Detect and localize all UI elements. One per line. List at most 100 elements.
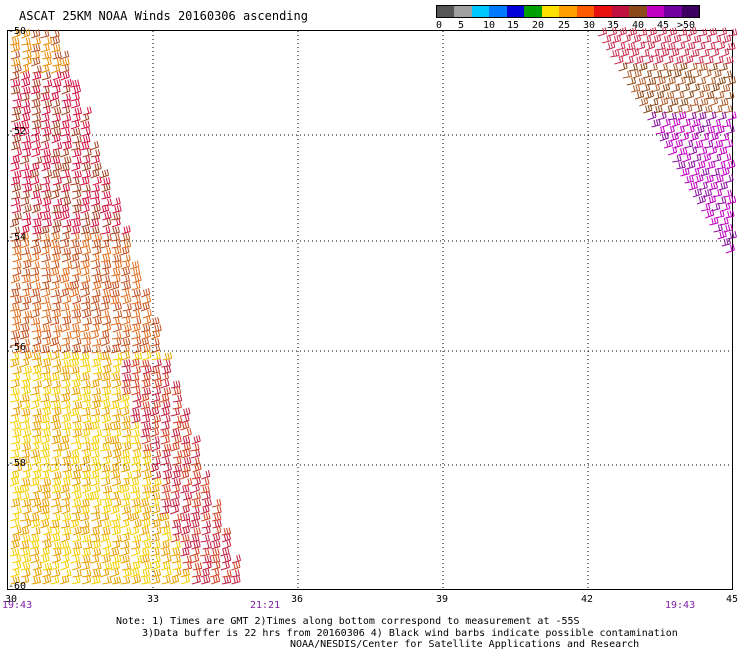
right-swath-barb xyxy=(648,63,658,72)
left-swath-barb xyxy=(40,176,51,186)
left-swath-barb xyxy=(110,519,121,529)
left-swath-barb xyxy=(50,267,60,277)
left-swath-barb xyxy=(20,288,30,298)
legend-label-0: 0 xyxy=(436,20,443,31)
left-swath-barb xyxy=(162,352,173,361)
left-swath-barb xyxy=(12,309,22,319)
left-swath-barb xyxy=(102,211,112,221)
left-swath-barb xyxy=(81,162,92,172)
left-swath-barb xyxy=(140,401,150,410)
left-swath-barb xyxy=(90,477,100,487)
lat-label-56: -56 xyxy=(8,342,27,353)
left-swath-barb xyxy=(81,274,91,284)
left-swath-barb xyxy=(11,182,22,193)
left-swath-barb xyxy=(142,505,152,515)
left-swath-barb xyxy=(72,267,82,277)
lon-label-36: 36 xyxy=(291,594,304,605)
left-swath-barb xyxy=(50,29,60,39)
left-swath-barb xyxy=(81,331,91,340)
left-swath-barb xyxy=(101,345,111,354)
left-swath-barb xyxy=(190,534,200,543)
left-swath-barb xyxy=(10,71,20,81)
pass-time-left: 19:43 xyxy=(2,600,33,611)
left-swath-barb xyxy=(132,469,142,480)
left-swath-barb xyxy=(181,407,191,417)
left-swath-barb xyxy=(222,554,232,564)
left-swath-barb xyxy=(92,232,103,242)
left-swath-barb xyxy=(22,141,32,151)
legend-swatch-12 xyxy=(646,6,665,17)
right-swath-barb xyxy=(714,55,724,65)
left-swath-barb xyxy=(91,569,101,578)
left-swath-barb xyxy=(32,505,42,515)
left-swath-barb xyxy=(110,344,121,354)
right-swath-barb xyxy=(707,27,718,37)
left-swath-barb xyxy=(121,505,132,515)
left-swath-barb xyxy=(20,224,30,235)
left-swath-barb xyxy=(59,575,70,585)
left-swath-barb xyxy=(42,169,53,179)
left-swath-barb xyxy=(80,259,90,270)
left-swath-barb xyxy=(80,112,90,123)
left-swath-barb xyxy=(70,435,80,445)
left-swath-barb xyxy=(120,546,130,557)
left-swath-barb xyxy=(140,569,151,578)
left-swath-barb xyxy=(180,484,190,494)
left-swath-barb xyxy=(212,519,222,529)
left-swath-barb xyxy=(32,65,42,74)
left-swath-barb xyxy=(89,492,100,501)
left-swath-barb xyxy=(110,567,120,578)
left-swath-barb xyxy=(130,525,140,536)
left-swath-barb xyxy=(22,463,33,473)
left-swath-barb xyxy=(61,196,71,207)
left-swath-barb xyxy=(62,316,72,326)
left-swath-barb xyxy=(9,414,20,424)
left-swath-barb xyxy=(201,470,211,480)
right-swath-barb xyxy=(606,41,616,51)
left-swath-barb xyxy=(130,380,140,389)
left-swath-barb xyxy=(12,253,22,263)
left-swath-barb xyxy=(130,547,141,557)
left-swath-barb xyxy=(40,92,50,102)
left-swath-barb xyxy=(160,428,170,438)
left-swath-barb xyxy=(72,525,82,536)
right-swath-barb xyxy=(714,174,724,184)
left-swath-barb xyxy=(82,541,93,550)
left-swath-barb xyxy=(80,287,90,298)
left-swath-barb xyxy=(201,491,211,501)
left-swath-barb xyxy=(151,386,162,396)
left-swath-barb xyxy=(31,113,42,123)
right-swath-barb xyxy=(610,49,620,58)
left-swath-barb xyxy=(32,561,42,571)
left-swath-barb xyxy=(151,504,161,515)
left-swath-barb xyxy=(130,358,140,368)
left-swath-barb xyxy=(60,120,70,130)
left-swath-barb xyxy=(121,225,131,235)
left-swath-barb xyxy=(79,352,90,361)
left-swath-barb xyxy=(50,561,60,571)
left-swath-barb xyxy=(100,533,110,543)
left-swath-barb xyxy=(50,156,61,165)
left-swath-barb xyxy=(40,456,50,466)
left-swath-barb xyxy=(171,477,181,487)
left-swath-barb xyxy=(140,392,150,403)
left-swath-barb xyxy=(21,385,31,396)
left-swath-barb xyxy=(32,428,42,438)
left-swath-barb xyxy=(41,400,52,410)
left-swath-barb xyxy=(161,526,171,536)
left-swath-barb xyxy=(81,470,91,480)
left-swath-barb xyxy=(30,554,40,564)
left-swath-barb xyxy=(52,211,62,221)
left-swath-barb xyxy=(120,392,130,403)
lat-label-50: -50 xyxy=(8,26,27,37)
left-swath-barb xyxy=(72,415,82,424)
left-swath-barb xyxy=(41,478,52,487)
left-swath-barb xyxy=(11,86,21,95)
left-swath-barb xyxy=(52,198,63,207)
left-swath-barb xyxy=(22,310,33,319)
left-swath-barb xyxy=(60,532,71,543)
left-swath-barb xyxy=(11,134,22,144)
right-swath-barb xyxy=(618,62,628,72)
left-swath-barb xyxy=(71,345,81,354)
left-swath-barb xyxy=(10,226,21,235)
